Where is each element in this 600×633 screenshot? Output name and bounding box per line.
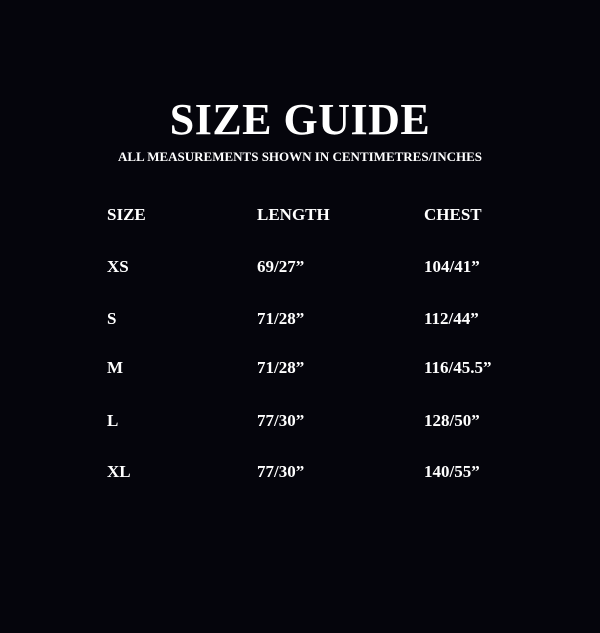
size-cell: M (107, 358, 124, 377)
length-cell: 77/30” (257, 411, 305, 430)
header-chest: CHEST (424, 205, 482, 224)
header-length: LENGTH (257, 205, 330, 224)
chest-cell: 104/41” (424, 257, 480, 276)
size-cell: S (107, 309, 117, 328)
page-title: SIZE GUIDE (169, 95, 431, 144)
header-size: SIZE (107, 205, 146, 224)
size-cell: XL (107, 462, 131, 481)
chest-cell: 116/45.5” (424, 358, 492, 377)
chest-cell: 140/55” (424, 462, 480, 481)
size-cell: L (107, 411, 119, 430)
chest-cell: 112/44” (424, 309, 479, 328)
length-cell: 69/27” (257, 257, 305, 276)
length-cell: 77/30” (257, 462, 305, 481)
length-cell: 71/28” (257, 358, 305, 377)
chest-cell: 128/50” (424, 411, 480, 430)
length-cell: 71/28” (257, 309, 305, 328)
size-cell: XS (107, 257, 129, 276)
page-subtitle: ALL MEASUREMENTS SHOWN IN CENTIMETRES/IN… (117, 149, 483, 164)
